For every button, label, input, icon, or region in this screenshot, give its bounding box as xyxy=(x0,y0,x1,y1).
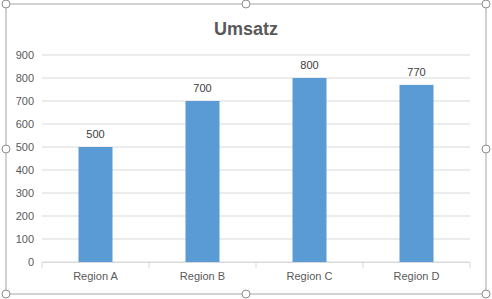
x-tick-mark xyxy=(42,262,43,268)
bar xyxy=(400,85,434,262)
selection-handles xyxy=(2,0,490,298)
x-tick-label: Region C xyxy=(287,270,333,282)
x-tick-mark xyxy=(470,262,471,268)
grid-line xyxy=(42,55,470,56)
data-label: 770 xyxy=(407,66,425,78)
y-tick-label: 600 xyxy=(16,118,34,130)
resize-handle xyxy=(242,0,250,8)
bar xyxy=(79,147,113,262)
data-label: 700 xyxy=(193,82,211,94)
bar xyxy=(293,78,327,262)
data-labels: 500 700 800 770 xyxy=(86,59,425,140)
y-axis: 0 100 200 300 400 500 600 700 800 900 xyxy=(16,49,470,268)
x-tick-mark xyxy=(363,262,364,268)
data-label: 800 xyxy=(300,59,318,71)
x-tick-label: Region B xyxy=(180,270,225,282)
bar xyxy=(186,101,220,262)
y-tick-label: 300 xyxy=(16,187,34,199)
chart-container: Umsatz 0 100 200 300 400 500 600 700 800 900 Region… xyxy=(0,0,492,299)
grid-line xyxy=(42,78,470,79)
y-tick-label: 700 xyxy=(16,95,34,107)
y-tick-label: 900 xyxy=(16,49,34,61)
y-tick-label: 0 xyxy=(28,256,34,268)
resize-handle xyxy=(482,290,490,298)
x-tick-mark xyxy=(149,262,150,268)
chart-frame xyxy=(6,4,486,294)
y-tick-label: 800 xyxy=(16,72,34,84)
x-axis: Region A Region B Region C Region D xyxy=(42,262,470,282)
y-tick-label: 500 xyxy=(16,141,34,153)
chart-title: Umsatz xyxy=(214,19,278,39)
resize-handle xyxy=(2,145,10,153)
background xyxy=(0,0,492,299)
x-tick-label: Region A xyxy=(73,270,118,282)
bars xyxy=(79,78,434,262)
resize-handle xyxy=(482,145,490,153)
x-tick-label: Region D xyxy=(394,270,440,282)
resize-handle xyxy=(2,0,10,8)
resize-handle xyxy=(2,290,10,298)
page: {"chart_data": {"type": "bar", "title": … xyxy=(0,0,492,299)
y-tick-label: 200 xyxy=(16,210,34,222)
x-tick-mark xyxy=(256,262,257,268)
chart-svg: Umsatz 0 100 200 300 400 500 600 700 800 900 Region… xyxy=(0,0,492,299)
resize-handle xyxy=(242,290,250,298)
resize-handle xyxy=(482,0,490,8)
data-label: 500 xyxy=(86,128,104,140)
y-tick-label: 400 xyxy=(16,164,34,176)
y-tick-label: 100 xyxy=(16,233,34,245)
